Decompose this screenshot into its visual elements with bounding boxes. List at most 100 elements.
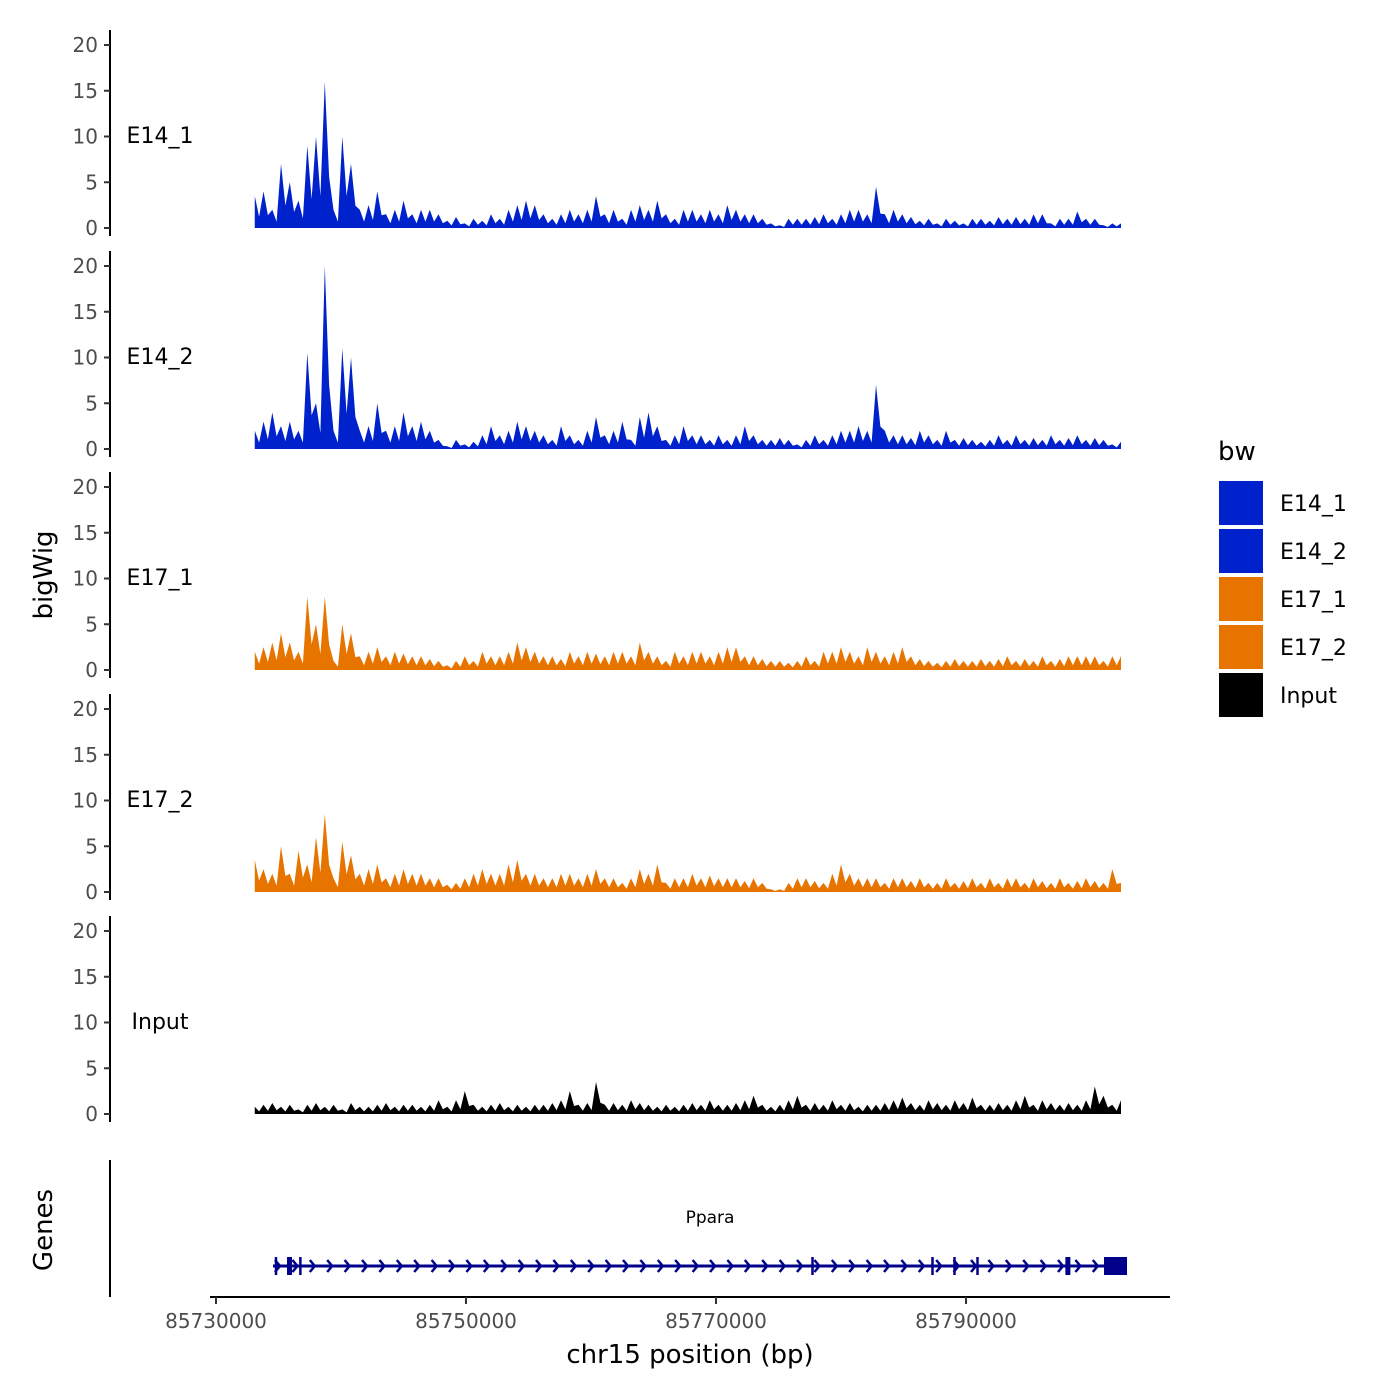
legend-swatch [1217, 623, 1265, 671]
strand-arrow-icon [900, 1259, 909, 1273]
exon [299, 1257, 302, 1275]
strand-arrow-icon [569, 1259, 578, 1273]
legend-entry-label: E14_1 [1280, 492, 1347, 517]
x-axis: 85730000 85750000 85770000 85790000 [165, 1296, 1170, 1333]
x-tick-label: 85750000 [415, 1309, 517, 1333]
strand-arrow-icon [1074, 1259, 1083, 1273]
strand-arrow-icon [1022, 1259, 1030, 1273]
legend-entry-label: Input [1280, 684, 1337, 709]
track-label: E17_1 [127, 566, 194, 591]
strand-arrow-icon [1004, 1259, 1013, 1273]
strand-arrow-icon [413, 1259, 421, 1273]
strand-arrow-icon [326, 1259, 334, 1273]
x-axis-label: chr15 position (bp) [566, 1340, 813, 1370]
track-label: E14_1 [127, 124, 194, 149]
track-panel-e14_1: 0 5 10 15 20 E14_1 [73, 30, 1121, 240]
strand-arrow-icon [552, 1259, 561, 1273]
y-tick-label: 10 [73, 789, 98, 813]
legend-title: bw [1218, 437, 1256, 467]
strand-arrow-icon [1091, 1259, 1100, 1273]
strand-arrow-icon [604, 1259, 613, 1273]
genes-axis-label: Genes [29, 1189, 59, 1271]
strand-arrow-icon [465, 1259, 474, 1273]
strand-arrow-icon [622, 1259, 630, 1273]
strand-arrow-icon [291, 1259, 300, 1273]
legend-entry-label: E17_1 [1280, 588, 1347, 613]
strand-arrow-icon [761, 1259, 769, 1273]
exon [1065, 1257, 1071, 1275]
strand-arrow-icon [813, 1259, 822, 1273]
y-tick-label: 10 [73, 125, 98, 149]
strand-arrow-icon [378, 1259, 387, 1273]
legend: bw E14_1 E14_2 E17_1 E17_2 Input [1217, 437, 1347, 719]
y-axis-label: bigWig [29, 530, 59, 619]
strand-arrow-icon [517, 1259, 526, 1273]
y-tick-label: 10 [73, 567, 98, 591]
signal-area-e17_1 [254, 596, 1121, 670]
strand-arrow-icon [691, 1259, 700, 1273]
track-label: E14_2 [127, 345, 194, 370]
y-tick-label: 5 [85, 834, 98, 858]
gene-label: Ppara [686, 1208, 735, 1228]
strand-arrow-icon [935, 1259, 943, 1273]
strand-arrow-icon [917, 1259, 926, 1273]
legend-swatch [1217, 671, 1265, 719]
y-tick-label: 20 [73, 254, 98, 278]
signal-area-e17_2 [254, 814, 1121, 892]
signal-area-input [254, 1082, 1121, 1114]
strand-arrow-icon [1039, 1259, 1048, 1273]
x-tick-label: 85730000 [165, 1309, 267, 1333]
track-panel-e17_1: 0 5 10 15 20 E17_1 [73, 472, 1121, 682]
strand-arrow-icon [778, 1259, 787, 1273]
strand-arrow-icon [848, 1259, 856, 1273]
strand-arrow-icon [361, 1259, 369, 1273]
y-tick-label: 0 [85, 437, 98, 461]
track-label: E17_2 [127, 788, 194, 813]
y-tick-label: 5 [85, 612, 98, 636]
exon [976, 1257, 979, 1275]
strand-arrow-icon [482, 1259, 491, 1273]
y-tick-label: 0 [85, 1102, 98, 1126]
exon [274, 1257, 278, 1275]
y-tick-label: 10 [73, 346, 98, 370]
strand-arrow-icon [726, 1259, 735, 1273]
strand-arrow-icon [865, 1259, 874, 1273]
y-tick-label: 15 [73, 79, 98, 103]
y-tick-label: 20 [73, 919, 98, 943]
y-tick-label: 0 [85, 658, 98, 682]
strand-arrow-icon [395, 1259, 404, 1273]
genes-panel: Genes Ppara [29, 1160, 1127, 1297]
legend-swatch [1217, 575, 1265, 623]
y-tick-label: 5 [85, 170, 98, 194]
x-tick-label: 85790000 [915, 1309, 1017, 1333]
strand-arrow-icon [709, 1259, 717, 1273]
strand-arrow-icon [830, 1259, 839, 1273]
strand-arrow-icon [535, 1259, 543, 1273]
x-tick-label: 85770000 [665, 1309, 767, 1333]
legend-entry-label: E17_2 [1280, 636, 1347, 661]
legend-swatch [1217, 479, 1265, 527]
y-tick-label: 20 [73, 475, 98, 499]
strand-arrow-icon [639, 1259, 648, 1273]
strand-arrow-icon [796, 1259, 804, 1273]
track-panel-e14_2: 0 5 10 15 20 E14_2 [73, 251, 1121, 461]
exon [811, 1257, 814, 1275]
strand-arrow-icon [430, 1259, 439, 1273]
signal-area-e14_2 [254, 266, 1121, 449]
strand-arrow-icon [743, 1259, 752, 1273]
strand-arrow-icon [1057, 1259, 1065, 1273]
strand-arrow-icon [970, 1259, 978, 1273]
y-tick-label: 20 [73, 33, 98, 57]
strand-arrow-icon [448, 1259, 456, 1273]
strand-arrow-icon [587, 1259, 595, 1273]
y-tick-label: 5 [85, 1056, 98, 1080]
track-panel-input: 0 5 10 15 20 Input [73, 916, 1121, 1126]
y-tick-label: 0 [85, 216, 98, 240]
y-tick-label: 10 [73, 1011, 98, 1035]
y-tick-label: 15 [73, 743, 98, 767]
exon [1104, 1257, 1127, 1275]
exon [287, 1257, 292, 1275]
y-tick-label: 15 [73, 521, 98, 545]
signal-area-e14_1 [254, 81, 1121, 228]
